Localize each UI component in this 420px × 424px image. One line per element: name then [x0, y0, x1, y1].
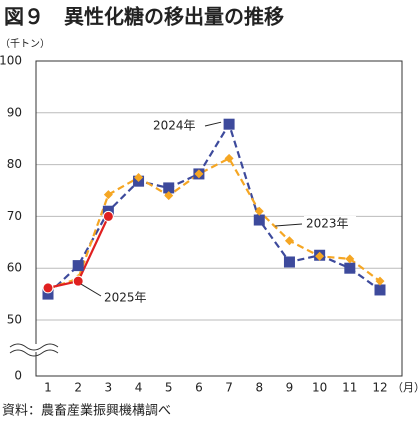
- x-tick-label: 10: [312, 381, 327, 395]
- marker: [102, 210, 114, 222]
- marker: [164, 191, 174, 201]
- axis-break-gap: [26, 344, 40, 352]
- x-tick-label: 11: [342, 381, 357, 395]
- x-tick-label: 4: [135, 381, 143, 395]
- x-tick-label: 1: [44, 381, 52, 395]
- label-bg: [102, 290, 154, 306]
- marker: [375, 276, 385, 286]
- chart-title: 図９ 異性化糖の移出量の推移: [4, 5, 284, 29]
- x-tick-label: 6: [195, 381, 203, 395]
- leader-line: [204, 121, 222, 127]
- marker: [134, 173, 144, 183]
- plot-frame: [35, 60, 403, 377]
- label-bg: [151, 118, 203, 134]
- marker: [345, 254, 355, 264]
- marker: [163, 182, 175, 194]
- y-axis-label: （千トン）: [0, 38, 50, 50]
- series-label: 2023年: [306, 217, 349, 231]
- x-tick-label: 7: [225, 381, 233, 395]
- series-label: 2025年: [104, 291, 147, 305]
- marker: [374, 284, 386, 296]
- y-tick-label: 100: [0, 54, 22, 68]
- marker: [315, 251, 325, 261]
- marker: [103, 190, 113, 200]
- x-tick-label: 2: [74, 381, 82, 395]
- label-bg: [304, 216, 356, 232]
- x-tick-label: 5: [165, 381, 173, 395]
- marker: [223, 118, 235, 130]
- x-tick-label: 9: [286, 381, 294, 395]
- series-label: 2024年: [153, 119, 196, 133]
- marker: [72, 275, 84, 287]
- leader-line: [275, 223, 303, 227]
- marker: [284, 236, 294, 246]
- y-tick-label: 0: [14, 369, 22, 383]
- marker: [224, 153, 234, 163]
- marker: [283, 256, 295, 268]
- x-tick-label: 8: [255, 381, 263, 395]
- marker: [42, 288, 54, 300]
- x-axis-label: （月）: [392, 381, 420, 394]
- marker: [253, 214, 265, 226]
- x-tick-label: 3: [105, 381, 113, 395]
- source: 資料：農畜産業振興機構調べ: [2, 403, 171, 419]
- axis-break: [9, 343, 59, 351]
- y-tick-label: 70: [7, 209, 22, 223]
- y-tick-label: 90: [7, 105, 22, 119]
- axis-break: [9, 349, 59, 357]
- x-tick-label: 12: [372, 381, 387, 395]
- leader-line: [80, 283, 102, 297]
- series-line: [47, 156, 381, 290]
- marker: [344, 262, 356, 274]
- marker: [72, 260, 84, 272]
- marker: [254, 206, 264, 216]
- y-tick-label: 80: [7, 157, 22, 171]
- marker: [42, 282, 54, 294]
- y-tick-label: 50: [7, 313, 22, 327]
- y-tick-label: 60: [7, 261, 22, 275]
- marker: [194, 169, 204, 179]
